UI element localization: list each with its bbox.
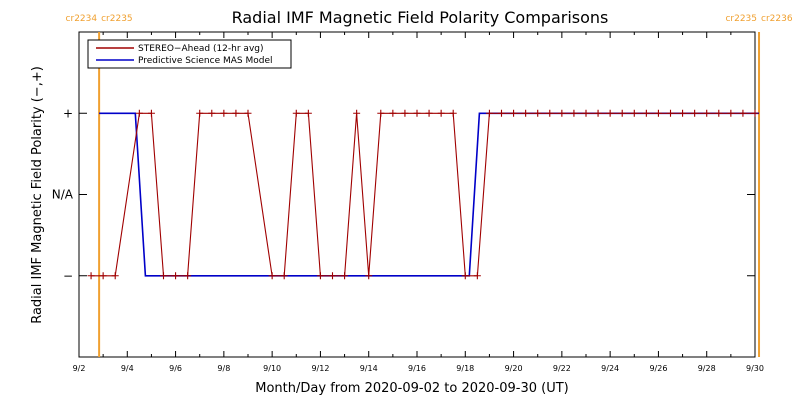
y-axis-label: Radial IMF Magnetic Field Polarity (−,+) bbox=[30, 66, 45, 324]
data-point bbox=[341, 272, 349, 280]
data-point bbox=[570, 109, 578, 117]
data-point bbox=[147, 109, 155, 117]
data-point bbox=[485, 109, 493, 117]
data-point bbox=[111, 272, 119, 280]
y-tick-label: N/A bbox=[52, 188, 74, 202]
data-point bbox=[449, 109, 457, 117]
data-point bbox=[727, 109, 735, 117]
y-tick-label: + bbox=[63, 106, 73, 120]
data-point bbox=[739, 109, 747, 117]
data-point bbox=[365, 272, 373, 280]
data-point bbox=[87, 272, 95, 280]
rotation-label-right: cr2235 bbox=[101, 14, 133, 24]
x-tick-label: 9/24 bbox=[601, 364, 619, 373]
x-tick-label: 9/20 bbox=[505, 364, 523, 373]
data-point bbox=[160, 272, 167, 280]
data-point bbox=[304, 109, 312, 117]
x-tick-label: 9/22 bbox=[553, 364, 571, 373]
data-point bbox=[522, 109, 530, 117]
data-point bbox=[654, 109, 662, 117]
data-point bbox=[220, 109, 228, 117]
data-point bbox=[425, 109, 433, 117]
y-tick-label: − bbox=[63, 269, 73, 283]
data-point bbox=[135, 109, 143, 117]
x-tick-label: 9/6 bbox=[169, 364, 182, 373]
x-tick-label: 9/4 bbox=[121, 364, 134, 373]
rotation-label-left: cr2235 bbox=[725, 14, 757, 24]
data-point bbox=[606, 109, 614, 117]
chart-title: Radial IMF Magnetic Field Polarity Compa… bbox=[232, 8, 609, 27]
data-point bbox=[268, 272, 276, 280]
series-line-0 bbox=[91, 112, 755, 277]
x-tick-label: 9/8 bbox=[217, 364, 230, 373]
rotation-label-right: cr2236 bbox=[761, 14, 793, 24]
x-tick-label: 9/28 bbox=[698, 364, 716, 373]
data-point bbox=[630, 109, 638, 117]
data-point bbox=[594, 109, 602, 117]
x-tick-label: 9/26 bbox=[649, 364, 667, 373]
x-tick-label: 9/12 bbox=[311, 364, 329, 373]
data-point bbox=[751, 109, 759, 117]
data-point bbox=[184, 272, 192, 280]
x-axis-label: Month/Day from 2020-09-02 to 2020-09-30 … bbox=[255, 381, 568, 396]
data-point bbox=[353, 109, 361, 117]
x-tick-label: 9/18 bbox=[456, 364, 474, 373]
data-point bbox=[498, 109, 505, 117]
plot-frame bbox=[78, 31, 756, 358]
data-point bbox=[618, 109, 626, 117]
data-point bbox=[280, 272, 288, 280]
data-point bbox=[679, 109, 687, 117]
data-point bbox=[99, 272, 107, 280]
x-tick-label: 9/14 bbox=[360, 364, 378, 373]
x-tick-label: 9/2 bbox=[73, 364, 86, 373]
data-point bbox=[510, 109, 518, 117]
legend-label-mas: Predictive Science MAS Model bbox=[138, 56, 273, 66]
rotation-label-left: cr2234 bbox=[66, 14, 98, 24]
data-point bbox=[389, 109, 397, 117]
data-point bbox=[437, 109, 445, 117]
data-point bbox=[401, 109, 409, 117]
legend-box bbox=[87, 39, 292, 69]
data-point bbox=[232, 109, 240, 117]
x-tick-label: 9/16 bbox=[408, 364, 426, 373]
data-point bbox=[329, 272, 336, 280]
legend: STEREO−Ahead (12-hr avg) Predictive Scie… bbox=[87, 39, 292, 69]
data-point bbox=[172, 272, 180, 280]
data-point bbox=[244, 109, 252, 117]
data-point bbox=[582, 109, 590, 117]
data-point bbox=[691, 109, 699, 117]
data-point bbox=[377, 109, 385, 117]
data-point bbox=[316, 272, 324, 280]
data-point bbox=[703, 109, 711, 117]
legend-label-stereo: STEREO−Ahead (12-hr avg) bbox=[138, 44, 264, 54]
data-point bbox=[558, 109, 566, 117]
data-point bbox=[461, 272, 469, 280]
x-tick-label: 9/30 bbox=[746, 364, 764, 373]
data-point bbox=[292, 109, 300, 117]
data-point bbox=[196, 109, 204, 117]
data-point bbox=[473, 272, 481, 280]
data-point bbox=[642, 109, 650, 117]
data-point bbox=[715, 109, 723, 117]
x-tick-label: 9/10 bbox=[263, 364, 281, 373]
data-point bbox=[534, 109, 542, 117]
data-point bbox=[208, 109, 216, 117]
data-point bbox=[667, 109, 674, 117]
data-point bbox=[413, 109, 421, 117]
data-point bbox=[546, 109, 554, 117]
